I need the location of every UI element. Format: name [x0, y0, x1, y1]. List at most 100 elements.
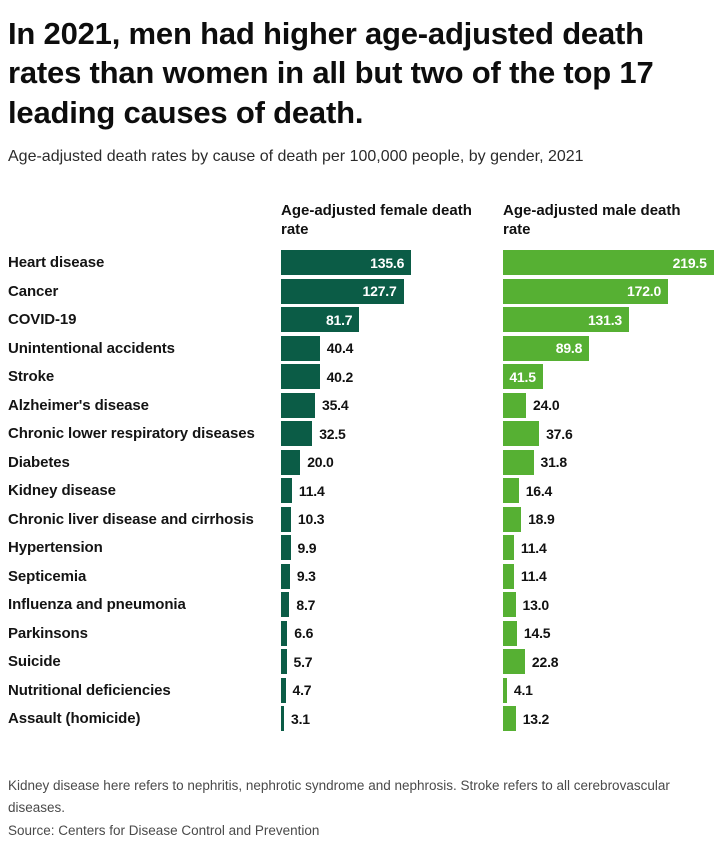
female-bar-cell: 40.4: [281, 335, 503, 361]
male-bar-cell: 31.8: [503, 449, 710, 475]
female-bar-cell: 9.9: [281, 535, 503, 561]
female-bar: [281, 392, 315, 418]
value-label: 131.3: [587, 311, 622, 328]
cause-label: Influenza and pneumonia: [8, 596, 186, 614]
chart-row: Diabetes 20.0 31.8: [8, 448, 710, 477]
male-bar-cell: 219.5: [503, 250, 714, 276]
male-column-header: Age-adjusted male death rate: [503, 202, 681, 238]
female-bar: [281, 364, 320, 390]
value-label: 18.9: [528, 511, 555, 528]
male-bar: [503, 421, 540, 447]
cause-label: Assault (homicide): [8, 710, 141, 728]
female-bar-cell: 8.7: [281, 592, 503, 618]
male-bar: 219.5: [503, 250, 714, 276]
male-bar: 172.0: [503, 278, 669, 304]
source-line: Source: Centers for Disease Control and …: [8, 823, 320, 839]
value-label: 14.5: [523, 625, 551, 642]
cause-label: Chronic liver disease and cirrhosis: [8, 510, 254, 528]
male-bar-cell: 11.4: [503, 535, 710, 561]
chart-column-headers: Age-adjusted female death rate Age-adjus…: [8, 202, 710, 240]
female-bar-cell: 20.0: [281, 449, 503, 475]
female-bar: [281, 478, 292, 504]
female-bar-cell: 11.4: [281, 478, 503, 504]
value-label: 11.4: [520, 568, 547, 585]
value-label: 13.0: [522, 596, 550, 613]
page-title: In 2021, men had higher age-adjusted dea…: [8, 16, 654, 130]
cause-label: Heart disease: [8, 254, 105, 272]
value-label: 41.5: [509, 368, 536, 385]
female-bar-cell: 127.7: [281, 278, 503, 304]
female-bar-cell: 35.4: [281, 392, 503, 418]
value-label: 135.6: [370, 254, 405, 271]
male-bar: [503, 649, 525, 675]
value-label: 4.7: [292, 682, 312, 699]
page-subtitle: Age-adjusted death rates by cause of dea…: [8, 148, 584, 166]
male-bar-cell: 14.5: [503, 620, 710, 646]
female-bar: [281, 535, 291, 561]
chart-row: Suicide 5.7 22.8: [8, 648, 710, 677]
value-label: 4.1: [513, 682, 533, 699]
female-bar-cell: 4.7: [281, 677, 503, 703]
male-bar: [503, 535, 514, 561]
chart-row: Hypertension 9.9 11.4: [8, 534, 710, 563]
value-label: 8.7: [296, 596, 316, 613]
chart-row: Cancer 127.7 172.0: [8, 277, 710, 306]
female-bar: [281, 506, 291, 532]
chart-row: Alzheimer's disease 35.4 24.0: [8, 391, 710, 420]
male-bar: 131.3: [503, 307, 629, 333]
chart-row: Heart disease 135.6 219.5: [8, 249, 714, 278]
cause-label: Unintentional accidents: [8, 339, 175, 357]
female-bar-cell: 81.7: [281, 307, 503, 333]
male-bar: [503, 449, 534, 475]
female-bar: 135.6: [281, 250, 412, 276]
value-label: 22.8: [531, 653, 559, 670]
value-label: 20.0: [307, 454, 334, 471]
male-bar: 41.5: [503, 364, 543, 390]
value-label: 24.0: [533, 397, 560, 414]
male-bar-cell: 131.3: [503, 307, 710, 333]
male-bar-cell: 11.4: [503, 563, 710, 589]
female-bar: [281, 563, 290, 589]
male-bar-cell: 22.8: [503, 649, 710, 675]
male-bar: [503, 677, 507, 703]
male-bar: [503, 506, 522, 532]
male-bar: [503, 563, 514, 589]
male-bar-cell: 16.4: [503, 478, 710, 504]
chart-row: Unintentional accidents 40.4 89.8: [8, 334, 710, 363]
chart-row: Chronic lower respiratory diseases 32.5 37…: [8, 420, 710, 449]
value-label: 81.7: [325, 311, 353, 328]
value-label: 10.3: [297, 511, 325, 528]
footnote: Kidney disease here refers to nephritis,…: [8, 778, 670, 815]
female-bar: [281, 421, 313, 447]
value-label: 37.6: [546, 425, 573, 442]
female-bar: [281, 592, 290, 618]
female-bar-cell: 32.5: [281, 421, 503, 447]
chart-rows: Heart disease 135.6 219.5 Cancer 127.7 172.0 C…: [8, 249, 714, 734]
female-bar: [281, 649, 287, 675]
cause-label: COVID-19: [8, 311, 77, 329]
value-label: 5.7: [293, 653, 313, 670]
male-bar: [503, 706, 516, 732]
male-bar-cell: 24.0: [503, 392, 710, 418]
chart-row: Parkinsons 6.6 14.5: [8, 619, 710, 648]
female-bar: [281, 449, 301, 475]
cause-label: Nutritional deficiencies: [8, 681, 171, 699]
male-bar-cell: 41.5: [503, 364, 710, 390]
female-bar: [281, 335, 320, 361]
female-bar-cell: 5.7: [281, 649, 503, 675]
female-bar-cell: 3.1: [281, 706, 503, 732]
value-label: 31.8: [540, 454, 568, 471]
female-bar: [281, 677, 286, 703]
female-bar: [281, 706, 284, 732]
female-bar-cell: 135.6: [281, 250, 503, 276]
chart-row: Stroke 40.2 41.5: [8, 363, 710, 392]
female-bar-cell: 6.6: [281, 620, 503, 646]
male-bar: [503, 620, 517, 646]
cause-label: Hypertension: [8, 539, 103, 557]
value-label: 219.5: [672, 254, 707, 271]
cause-label: Stroke: [8, 368, 55, 386]
value-label: 11.4: [298, 482, 325, 499]
cause-label: Diabetes: [8, 453, 70, 471]
female-bar: [281, 620, 288, 646]
female-bar: 81.7: [281, 307, 360, 333]
